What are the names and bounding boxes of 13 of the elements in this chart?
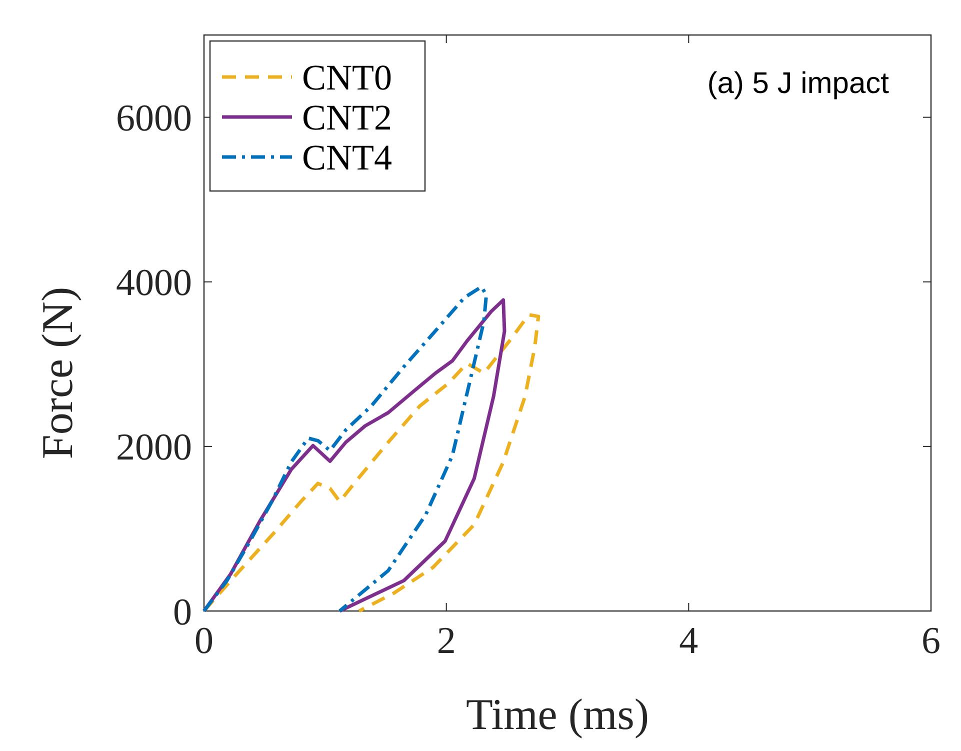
y-tick-label: 2000: [116, 426, 192, 469]
legend-label: CNT0: [302, 58, 392, 98]
legend-label: CNT4: [302, 138, 392, 178]
legend-label: CNT2: [302, 98, 392, 138]
x-tick-label: 2: [436, 620, 456, 662]
annotation: (a) 5 J impact: [707, 67, 890, 100]
y-tick-label: 6000: [116, 98, 192, 140]
y-axis-title: Force (N): [33, 286, 82, 460]
x-tick-label: 6: [922, 620, 940, 662]
y-tick-label: 4000: [116, 262, 192, 304]
y-tick-label: 0: [173, 591, 192, 634]
x-tick-label: 4: [679, 620, 698, 662]
x-axis-title: Time (ms): [466, 690, 649, 739]
